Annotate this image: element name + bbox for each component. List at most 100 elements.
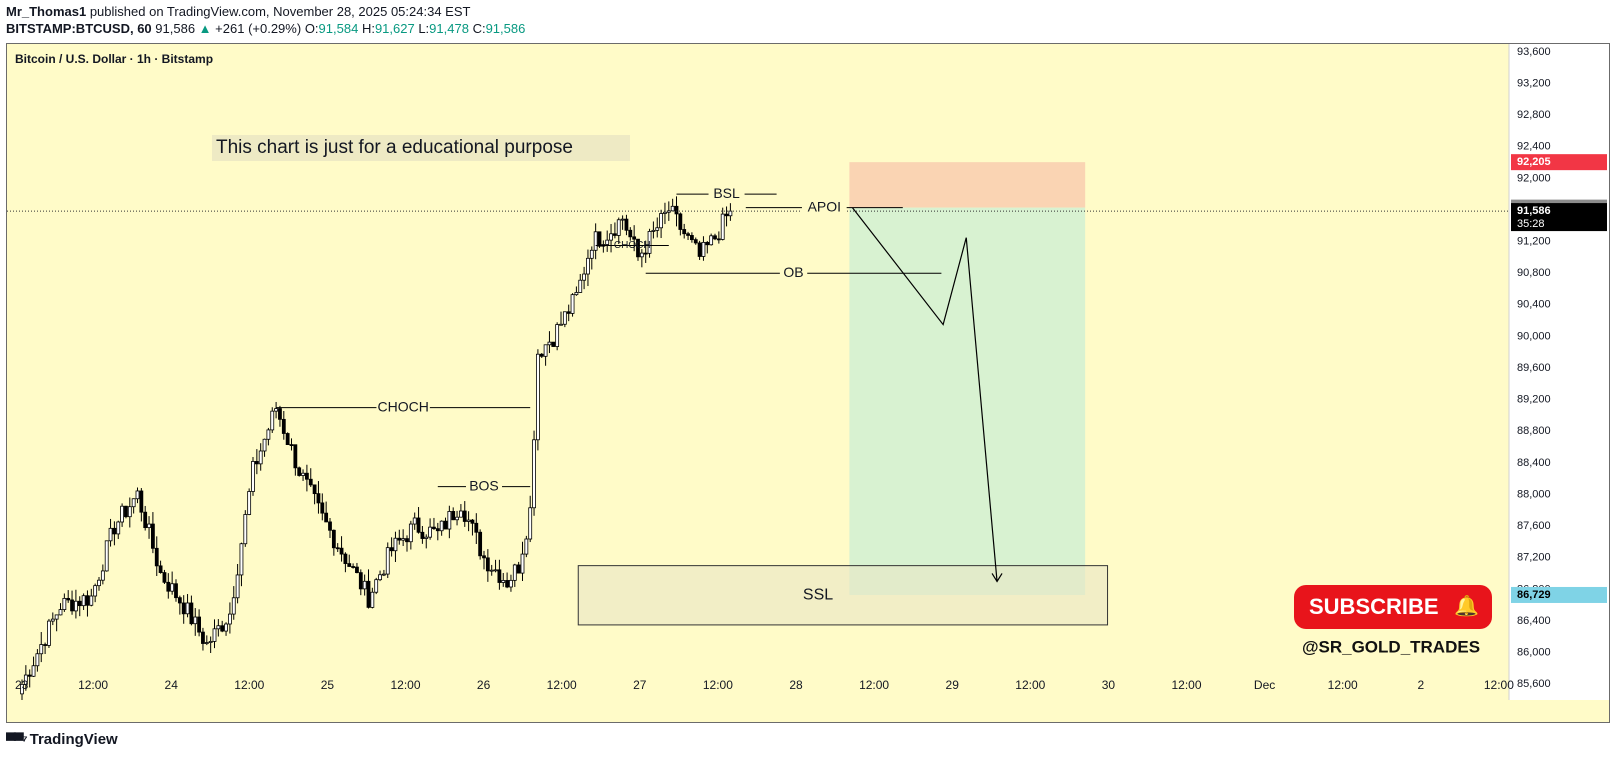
candle[interactable] [416,517,421,533]
candle[interactable] [566,311,571,314]
candle[interactable] [100,570,105,581]
candle[interactable] [274,408,279,412]
candle[interactable] [23,674,28,685]
subscribe-button[interactable] [1294,585,1492,629]
candle[interactable] [628,229,633,238]
candle[interactable] [285,433,290,445]
candle[interactable] [204,642,209,644]
stop-loss-zone[interactable] [849,162,1086,208]
candle[interactable] [208,641,213,643]
candle[interactable] [189,602,194,625]
candle[interactable] [243,514,248,545]
candle[interactable] [686,233,690,236]
candle[interactable] [647,231,652,254]
candle[interactable] [616,219,621,236]
candle[interactable] [278,408,282,420]
candle[interactable] [162,572,167,583]
candle[interactable] [54,614,59,620]
candle[interactable] [366,580,371,608]
candle[interactable] [224,623,228,632]
candle[interactable] [516,564,521,574]
candle[interactable] [562,311,567,325]
candle[interactable] [320,502,325,514]
candle[interactable] [632,236,637,240]
candle[interactable] [724,213,729,217]
candle[interactable] [485,557,490,572]
candle[interactable] [389,547,394,552]
candle[interactable] [520,553,525,574]
candle[interactable] [43,644,47,646]
candle[interactable] [89,595,94,606]
candle[interactable] [362,580,367,590]
candle[interactable] [378,574,382,581]
candle[interactable] [624,218,629,231]
candle[interactable] [474,522,479,533]
candle[interactable] [347,563,352,567]
candle[interactable] [370,591,375,608]
candle[interactable] [216,625,221,630]
candle[interactable] [124,505,128,518]
candle[interactable] [439,520,444,532]
candle[interactable] [408,523,413,543]
take-profit-zone[interactable] [849,207,1086,595]
candle[interactable] [682,229,687,235]
candle[interactable] [709,235,714,246]
candle[interactable] [451,511,456,521]
candle[interactable] [678,213,683,230]
candle[interactable] [435,528,440,532]
candle[interactable] [308,478,313,486]
candle[interactable] [35,653,40,667]
candle[interactable] [659,213,663,229]
candle[interactable] [270,410,275,431]
candle[interactable] [174,583,178,599]
candle[interactable] [501,580,506,583]
candle[interactable] [27,674,32,677]
candle[interactable] [81,595,86,607]
candle[interactable] [335,547,340,550]
candle[interactable] [231,597,236,615]
candle[interactable] [139,490,144,513]
candle[interactable] [578,279,583,293]
candle[interactable] [358,572,363,590]
candle[interactable] [570,294,575,314]
candle[interactable] [620,218,625,221]
candle[interactable] [528,507,533,540]
candle[interactable] [381,573,386,576]
candle[interactable] [701,241,706,257]
candle[interactable] [497,569,502,583]
candle[interactable] [289,444,294,446]
candle[interactable] [655,227,660,231]
candle[interactable] [247,491,252,515]
candle[interactable] [297,467,302,476]
candle[interactable] [66,597,71,601]
candle[interactable] [639,252,644,258]
candle[interactable] [154,547,159,567]
candle[interactable] [643,252,648,255]
candle[interactable] [690,235,694,241]
candle[interactable] [239,543,244,576]
candle[interactable] [505,580,510,588]
candle[interactable] [593,231,598,251]
candle[interactable] [201,631,205,644]
candle[interactable] [713,235,717,240]
chart-frame[interactable]: Bitcoin / U.S. Dollar · 1h · Bitstamp SSL… [6,43,1610,723]
candle[interactable] [227,613,232,625]
chart-canvas[interactable]: Bitcoin / U.S. Dollar · 1h · Bitstamp SSL… [7,44,1609,722]
candle[interactable] [532,439,536,509]
candle[interactable] [254,461,259,465]
candle[interactable] [478,531,483,557]
candle[interactable] [85,595,90,606]
candle[interactable] [458,510,463,518]
candle[interactable] [428,526,433,538]
candle[interactable] [258,450,263,465]
candle[interactable] [543,344,548,357]
candle[interactable] [251,461,255,492]
candle[interactable] [405,538,409,543]
candle[interactable] [120,505,124,523]
candle[interactable] [493,569,498,572]
candle[interactable] [39,644,44,655]
candle[interactable] [331,529,336,549]
candle[interactable] [720,213,725,240]
candle[interactable] [401,538,406,541]
candle[interactable] [355,566,359,574]
